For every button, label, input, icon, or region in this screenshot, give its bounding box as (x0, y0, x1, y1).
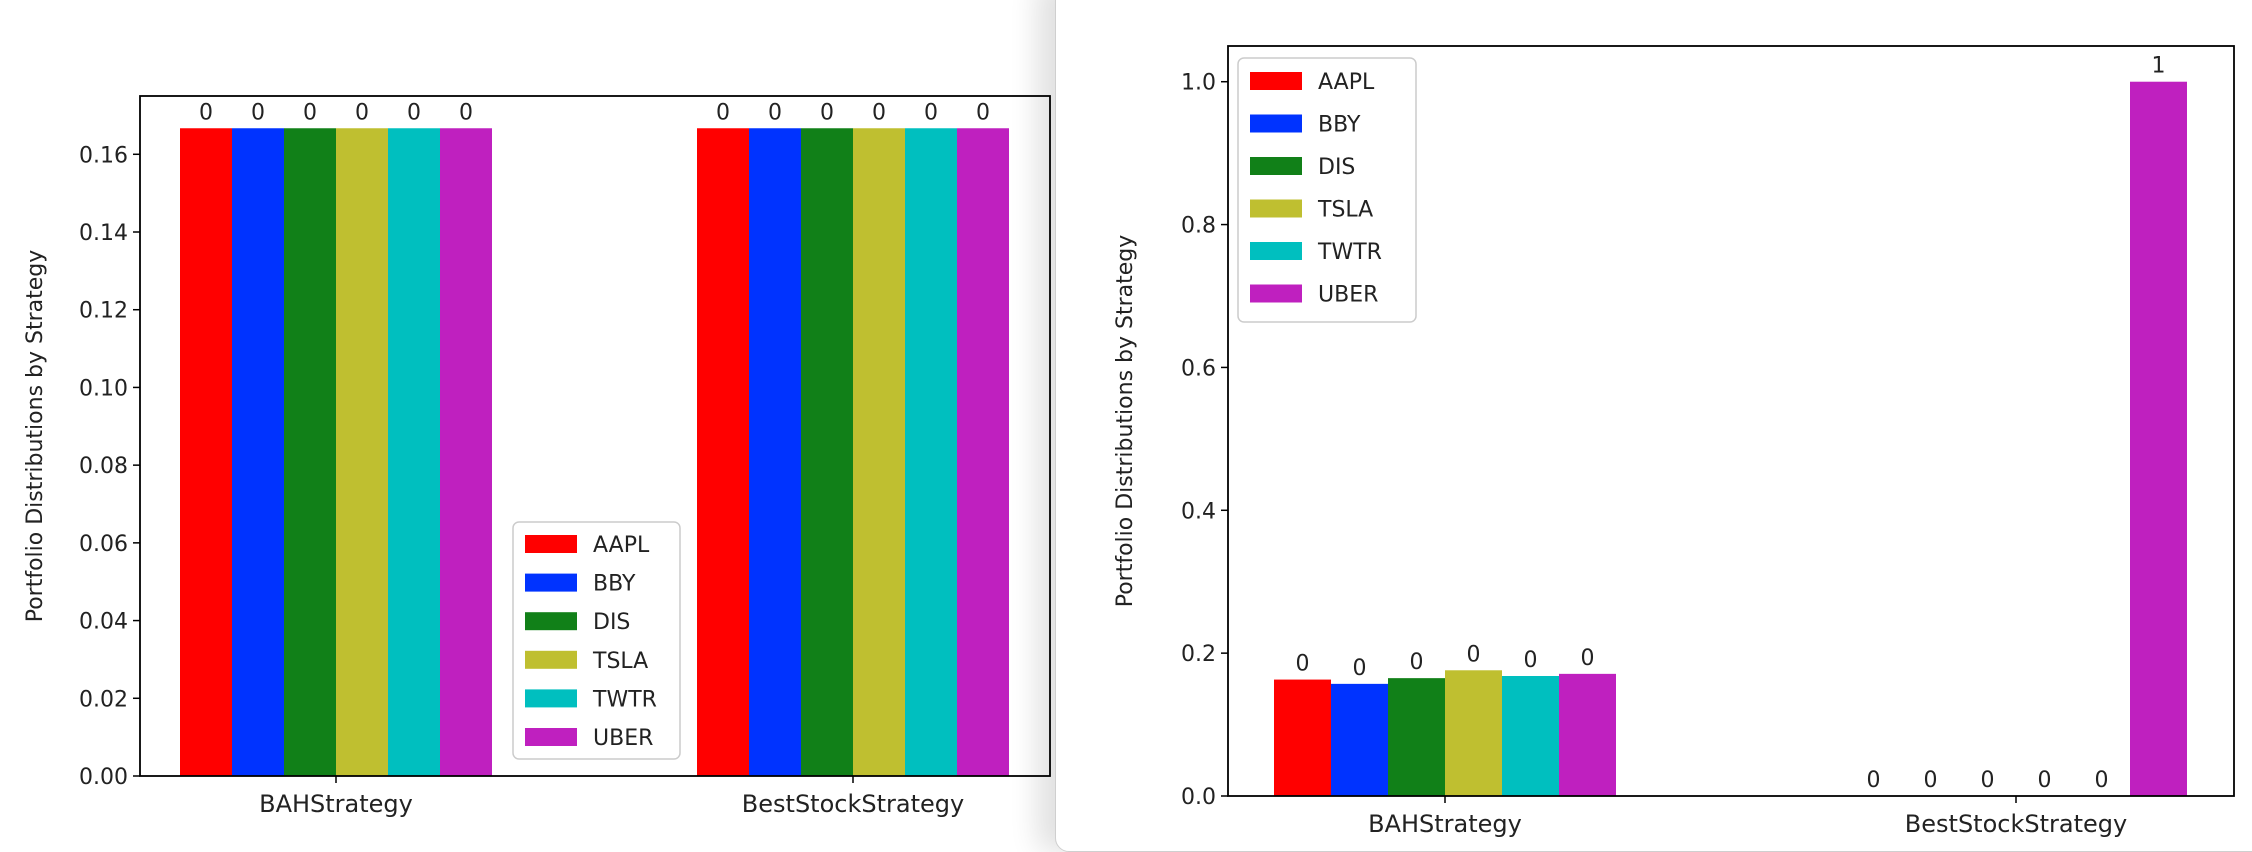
y-tick-label: 0.8 (1181, 214, 1216, 239)
legend-swatch-uber (1250, 284, 1302, 303)
bar-value-label: 0 (1924, 768, 1938, 793)
legend-label: TWTR (1317, 240, 1382, 265)
bar-dis-bahstrategy (284, 128, 336, 776)
legend-swatch-bby (525, 573, 577, 592)
y-axis-label: Portfolio Distributions by Strategy (23, 250, 48, 623)
bar-value-label: 0 (768, 100, 782, 125)
bar-bby-bahstrategy (1331, 683, 1388, 796)
y-tick-label: 0.00 (79, 765, 128, 790)
y-tick-label: 0.0 (1181, 785, 1216, 810)
legend-swatch-uber (525, 728, 577, 746)
bar-value-label: 0 (1410, 650, 1424, 675)
bar-value-label: 0 (820, 100, 834, 125)
bar-value-label: 0 (1981, 768, 1995, 793)
bar-value-label: 0 (355, 100, 369, 125)
bar-value-label: 0 (2038, 768, 2052, 793)
bar-value-label: 0 (924, 100, 938, 125)
bar-twtr-beststockstrategy (905, 128, 957, 776)
y-tick-label: 0.16 (79, 143, 128, 168)
legend-swatch-aapl (525, 535, 577, 553)
bar-value-label: 0 (1581, 646, 1595, 671)
legend-label: UBER (1318, 283, 1378, 308)
y-tick-label: 0.10 (79, 376, 128, 401)
bar-uber-bahstrategy (440, 128, 492, 776)
y-tick-label: 0.2 (1181, 642, 1216, 667)
legend-swatch-tsla (525, 650, 577, 669)
y-axis-label: Portfolio Distributions by Strategy (1113, 235, 1138, 608)
bar-value-label: 0 (2095, 768, 2109, 793)
bar-value-label: 0 (459, 100, 473, 125)
bar-value-label: 0 (1353, 656, 1367, 681)
y-tick-label: 0.4 (1181, 499, 1216, 524)
legend-label: TSLA (592, 649, 648, 674)
bar-value-label: 0 (303, 100, 317, 125)
bar-value-label: 0 (716, 100, 730, 125)
bar-tsla-bahstrategy (336, 128, 388, 776)
legend-label: AAPL (1318, 70, 1375, 95)
bar-uber-bahstrategy (1559, 673, 1616, 796)
legend-label: DIS (1318, 155, 1355, 180)
plot-frame (139, 95, 1051, 777)
y-tick-label: 0.06 (79, 532, 128, 557)
bar-tsla-bahstrategy (1445, 670, 1502, 796)
bar-dis-bahstrategy (1388, 678, 1445, 796)
legend-swatch-dis (525, 612, 577, 631)
bar-aapl-beststockstrategy (697, 128, 749, 776)
bar-value-label: 0 (199, 100, 213, 125)
y-tick-label: 0.08 (79, 454, 128, 479)
plot-frame (1227, 45, 2235, 797)
bar-bby-beststockstrategy (749, 128, 801, 776)
legend-label: TSLA (1317, 198, 1373, 223)
legend-label: TWTR (592, 687, 657, 712)
bar-aapl-bahstrategy (1274, 679, 1331, 796)
bar-tsla-beststockstrategy (853, 128, 905, 776)
legend-label: UBER (593, 726, 653, 751)
bar-uber-beststockstrategy (2130, 81, 2187, 796)
bar-value-label: 0 (1867, 768, 1881, 793)
bar-uber-beststockstrategy (957, 128, 1009, 776)
x-tick-label: BestStockStrategy (742, 790, 964, 818)
y-tick-label: 0.12 (79, 299, 128, 324)
bar-value-label: 0 (1467, 642, 1481, 667)
bar-dis-beststockstrategy (801, 128, 853, 776)
right-window: 0.0 0.2 0.4 0.6 0.8 1.0 Portfolio Distribution… (1055, 0, 2252, 852)
bar-twtr-bahstrategy (388, 128, 440, 776)
bar-twtr-bahstrategy (1502, 676, 1559, 796)
bar-bby-bahstrategy (232, 128, 284, 776)
x-tick-label: BAHStrategy (259, 790, 413, 818)
bar-value-label: 0 (407, 100, 421, 125)
y-tick-label: 0.02 (79, 687, 128, 712)
bar-value-label: 0 (1524, 648, 1538, 673)
legend-label: BBY (593, 572, 636, 597)
legend-label: AAPL (593, 533, 650, 558)
legend-label: DIS (593, 610, 630, 635)
chart-right: 0.0 0.2 0.4 0.6 0.8 1.0 Portfolio Distribution… (1113, 45, 2235, 838)
x-tick-label: BestStockStrategy (1905, 810, 2127, 838)
chart-left: 0.00 0.02 0.04 0.06 0.08 0.10 0.12 0.14 0.16 Port… (23, 95, 1051, 818)
legend-swatch-twtr (525, 689, 577, 708)
legend-swatch-dis (1250, 157, 1302, 175)
y-tick-label: 1.0 (1181, 71, 1216, 96)
y-tick-label: 0.04 (79, 610, 128, 635)
bar-value-label: 1 (2152, 54, 2166, 79)
legend-label: BBY (1318, 113, 1361, 138)
x-tick-label: BAHStrategy (1368, 810, 1522, 838)
y-tick-label: 0.6 (1181, 356, 1216, 381)
y-tick-label: 0.14 (79, 221, 128, 246)
legend-swatch-aapl (1250, 72, 1302, 90)
bar-aapl-bahstrategy (180, 128, 232, 776)
bar-value-label: 0 (1296, 652, 1310, 677)
legend-swatch-twtr (1250, 242, 1302, 260)
bar-value-label: 0 (976, 100, 990, 125)
bar-value-label: 0 (872, 100, 886, 125)
legend-swatch-tsla (1250, 199, 1302, 218)
legend-swatch-bby (1250, 114, 1302, 133)
bar-value-label: 0 (251, 100, 265, 125)
